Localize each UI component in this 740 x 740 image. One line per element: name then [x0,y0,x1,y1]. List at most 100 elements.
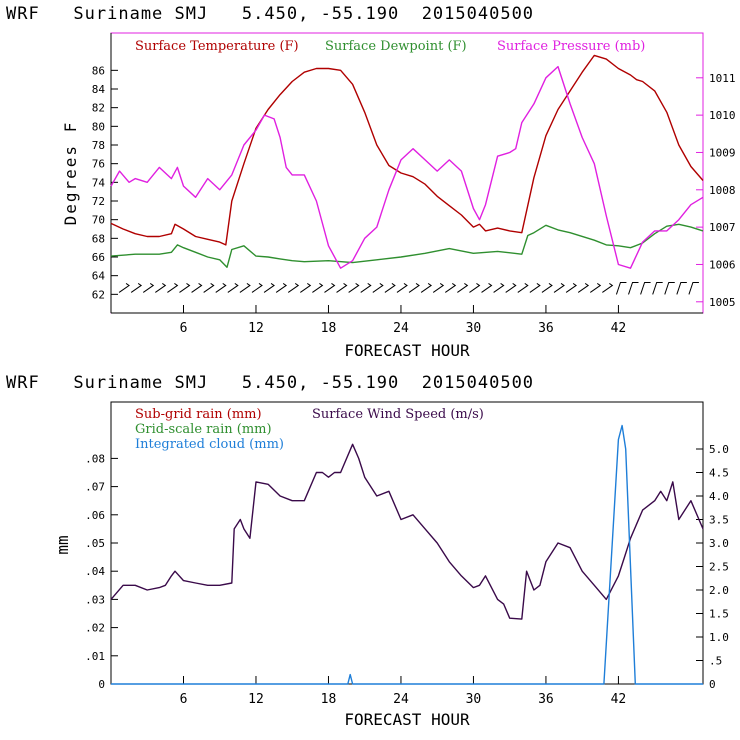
x-tick-label-24: 24 [393,321,409,336]
y2-tick-label-1: 1.0 [709,631,729,644]
wind-barb [263,283,275,293]
y2-tick-label-5: 3.0 [709,537,729,550]
y2-tick-label-6: 1011 [709,72,736,85]
legend-surface-wind-speed: Surface Wind Speed (m/s) [312,407,484,422]
wind-barbs [118,281,699,295]
x-tick-label-42: 42 [611,321,627,336]
y-tick-label-10: 82 [92,102,105,115]
y-tick-label-8: 78 [92,139,105,152]
wind-barb [384,283,396,293]
y2-tick-label-3: 1008 [709,184,736,197]
y-tick-label-0: 0 [98,678,105,691]
y2-tick-label-4: 2.5 [709,561,729,574]
legend-grid-scale-rain: Grid-scale rain (mm) [135,422,272,437]
x-tick-label-18: 18 [321,321,337,336]
series-line-surface-pressure-mb [110,65,704,269]
wind-barb [312,283,324,293]
y-tick-label-0: 62 [92,288,105,301]
top-x-axis-label: FORECAST HOUR [344,341,470,360]
wind-barb [191,283,203,293]
wind-barb [444,283,457,293]
bottom-chart-title: WRF Suriname SMJ 5.450, -55.190 20150405… [6,373,535,393]
series-line-integrated-cloud-mm [111,424,703,685]
top-ticks: 6 12 18 24 30 36 42 62 64 66 68 70 72 74 76 78 80 82 84 86 1… [92,64,736,336]
wind-barb [517,283,529,293]
legend-integrated-cloud: Integrated cloud (mm) [135,437,284,452]
wind-barb [300,283,312,293]
y2-tick-label-zero: 0 [709,678,716,691]
y-tick-label-2: 66 [92,251,105,264]
wind-barb [529,283,541,293]
wind-barb [493,283,505,293]
x-tick-label-6: 6 [180,692,188,707]
y-tick-label-11: 84 [92,83,106,96]
y2-tick-label-3: 2.0 [709,584,729,597]
wind-barb [324,283,336,293]
y2-tick-label-4: 1009 [709,146,736,159]
y2-tick-label-2: 1007 [709,221,736,234]
wind-barb [227,283,239,293]
wind-barb [432,283,445,293]
wind-barb [275,283,288,293]
bottom-series-group [110,424,704,685]
y2-tick-label-1: 1006 [709,258,736,271]
series-line-surface-temperature-f [110,54,704,246]
top-series-group [110,54,704,269]
bottom-plot-frame [110,401,704,685]
y-tick-label-6: .06 [85,509,105,522]
wind-barb [408,283,420,293]
wind-barb [602,283,614,293]
wind-barb [155,283,167,293]
wind-barb [203,283,215,293]
y-tick-label-5: .05 [85,537,105,550]
wind-barb [179,283,191,293]
x-tick-label-12: 12 [248,692,264,707]
y2-tick-label-5: 1010 [709,109,736,122]
wind-barb [628,281,639,295]
y-tick-label-3: .03 [85,593,105,606]
y2-tick-label-8: 4.5 [709,467,729,480]
wind-barb [287,283,300,293]
wind-barb [396,283,408,293]
y2-tick-label-9: 5.0 [709,443,729,456]
wind-barb [505,283,517,293]
y-tick-label-7: 76 [92,158,105,171]
wind-barb [420,283,433,293]
x-tick-label-6: 6 [180,321,188,336]
wind-barb [541,283,553,293]
bottom-y-axis-label: mm [53,535,72,554]
x-tick-label-30: 30 [466,692,482,707]
y-tick-label-7: .07 [85,481,105,494]
series-line-surface-wind-speed-m-s [110,443,704,620]
top-plot-frame [110,32,704,314]
x-tick-label-36: 36 [538,321,554,336]
wind-barb [130,283,143,293]
y-tick-label-4: .04 [85,565,105,578]
wind-barb [457,283,469,293]
x-tick-label-18: 18 [321,692,337,707]
y2-tick-label-0: .5 [709,655,722,668]
wind-barb [664,281,675,295]
y-tick-label-5: 72 [92,195,105,208]
y-tick-label-9: 80 [92,120,105,133]
legend-surface-temperature: Surface Temperature (F) [135,39,299,54]
top-chart: 6 12 18 24 30 36 42 62 64 66 68 70 72 74 76 78 80 82 84 86 1… [61,32,736,360]
wind-barb [348,283,360,293]
series-line-surface-dewpoint-f [110,223,704,268]
bottom-ticks: 6 12 18 24 30 36 42 0 .01 .02 .03 .04 .05 .06 .07 .08 .5… [85,443,729,707]
y-tick-label-4: 70 [92,214,105,227]
wind-barb [481,283,493,293]
y-tick-label-1: .01 [85,650,105,663]
x-tick-label-30: 30 [466,321,482,336]
legend-surface-dewpoint: Surface Dewpoint (F) [325,39,467,54]
wind-barb [118,283,130,293]
y2-tick-label-6: 3.5 [709,514,729,527]
wind-barb [167,283,179,293]
wind-barb [142,283,155,293]
wind-barb [565,283,577,293]
bottom-x-axis-label: FORECAST HOUR [344,710,470,729]
x-tick-label-12: 12 [248,321,264,336]
wind-barb [652,281,663,295]
top-chart-title: WRF Suriname SMJ 5.450, -55.190 20150405… [6,4,535,24]
y2-tick-label-7: 4.0 [709,490,729,503]
